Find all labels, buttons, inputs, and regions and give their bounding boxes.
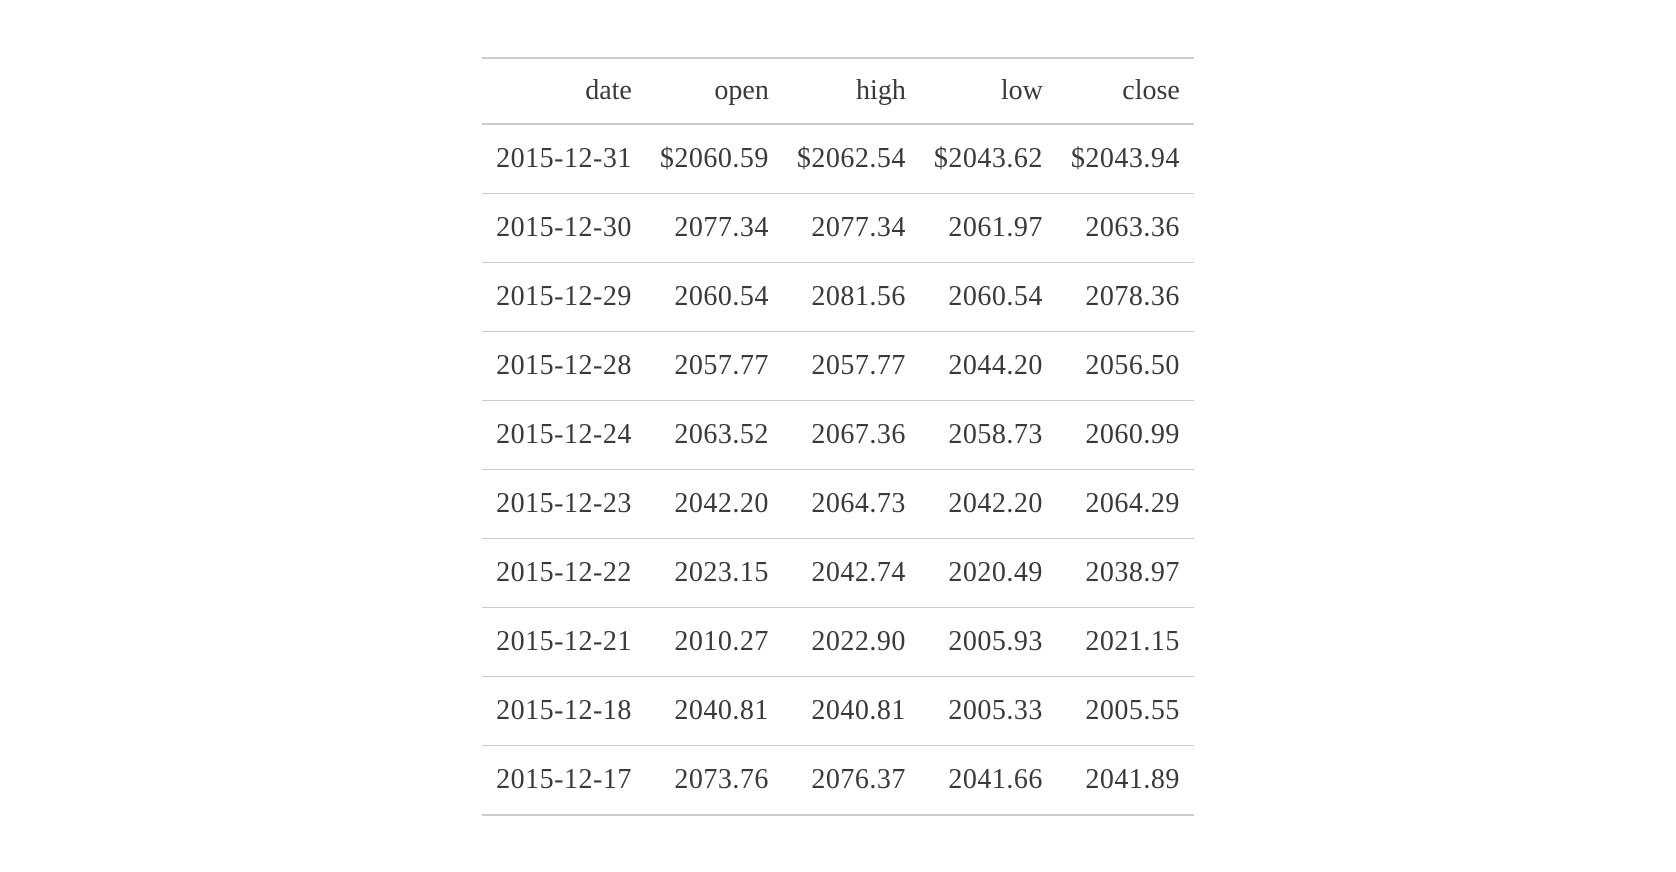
cell-date: 2015-12-28 [482,331,646,400]
cell-high: 2057.77 [783,331,920,400]
cell-close: 2005.55 [1057,676,1194,745]
cell-close: 2060.99 [1057,400,1194,469]
cell-high: 2076.37 [783,745,920,815]
cell-open: 2057.77 [646,331,783,400]
cell-low: 2042.20 [920,469,1057,538]
cell-low: 2044.20 [920,331,1057,400]
cell-close: 2041.89 [1057,745,1194,815]
cell-open: 2060.54 [646,262,783,331]
col-high: high [783,58,920,124]
cell-open: 2010.27 [646,607,783,676]
table-row: 2015-12-24 2063.52 2067.36 2058.73 2060.… [482,400,1194,469]
cell-close: 2021.15 [1057,607,1194,676]
price-table: date open high low close 2015-12-31 $206… [482,57,1194,816]
cell-close: 2056.50 [1057,331,1194,400]
price-table-container: date open high low close 2015-12-31 $206… [482,57,1194,816]
col-close: close [1057,58,1194,124]
cell-date: 2015-12-18 [482,676,646,745]
cell-high: 2040.81 [783,676,920,745]
cell-low: 2058.73 [920,400,1057,469]
cell-high: 2067.36 [783,400,920,469]
table-row: 2015-12-17 2073.76 2076.37 2041.66 2041.… [482,745,1194,815]
cell-date: 2015-12-23 [482,469,646,538]
cell-date: 2015-12-30 [482,193,646,262]
cell-date: 2015-12-21 [482,607,646,676]
cell-open: 2042.20 [646,469,783,538]
cell-low: 2020.49 [920,538,1057,607]
col-open: open [646,58,783,124]
cell-open: 2073.76 [646,745,783,815]
cell-open: $2060.59 [646,124,783,194]
table-row: 2015-12-29 2060.54 2081.56 2060.54 2078.… [482,262,1194,331]
cell-open: 2077.34 [646,193,783,262]
cell-low: 2005.93 [920,607,1057,676]
cell-close: $2043.94 [1057,124,1194,194]
cell-close: 2038.97 [1057,538,1194,607]
cell-high: 2077.34 [783,193,920,262]
table-row: 2015-12-18 2040.81 2040.81 2005.33 2005.… [482,676,1194,745]
table-row: 2015-12-22 2023.15 2042.74 2020.49 2038.… [482,538,1194,607]
cell-high: 2064.73 [783,469,920,538]
cell-open: 2023.15 [646,538,783,607]
cell-high: 2042.74 [783,538,920,607]
header-row: date open high low close [482,58,1194,124]
cell-close: 2078.36 [1057,262,1194,331]
table-row: 2015-12-21 2010.27 2022.90 2005.93 2021.… [482,607,1194,676]
cell-date: 2015-12-29 [482,262,646,331]
col-low: low [920,58,1057,124]
cell-low: 2060.54 [920,262,1057,331]
cell-close: 2063.36 [1057,193,1194,262]
cell-open: 2063.52 [646,400,783,469]
cell-date: 2015-12-22 [482,538,646,607]
cell-low: 2061.97 [920,193,1057,262]
cell-date: 2015-12-17 [482,745,646,815]
cell-high: $2062.54 [783,124,920,194]
table-row: 2015-12-23 2042.20 2064.73 2042.20 2064.… [482,469,1194,538]
cell-high: 2022.90 [783,607,920,676]
table-row: 2015-12-30 2077.34 2077.34 2061.97 2063.… [482,193,1194,262]
col-date: date [482,58,646,124]
cell-date: 2015-12-24 [482,400,646,469]
table-row: 2015-12-28 2057.77 2057.77 2044.20 2056.… [482,331,1194,400]
cell-high: 2081.56 [783,262,920,331]
cell-low: 2005.33 [920,676,1057,745]
table-row: 2015-12-31 $2060.59 $2062.54 $2043.62 $2… [482,124,1194,194]
cell-open: 2040.81 [646,676,783,745]
cell-low: $2043.62 [920,124,1057,194]
cell-close: 2064.29 [1057,469,1194,538]
cell-low: 2041.66 [920,745,1057,815]
cell-date: 2015-12-31 [482,124,646,194]
